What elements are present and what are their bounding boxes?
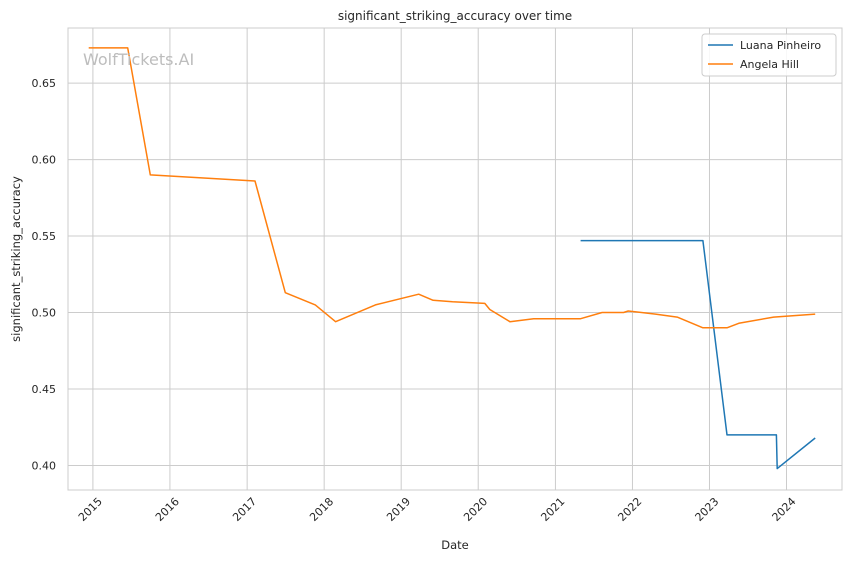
series-lines (88, 47, 816, 470)
x-axis-label: Date (441, 538, 469, 552)
series-line-angela-hill (88, 47, 816, 329)
y-tick-label: 0.40 (32, 460, 57, 473)
watermark: WolfTickets.AI (83, 50, 194, 69)
legend-label-luana-pinheiro: Luana Pinheiro (740, 39, 821, 52)
y-tick-label: 0.50 (32, 307, 57, 320)
y-tick-label: 0.55 (32, 230, 57, 243)
tick-labels: 2015 2016 2017 2018 2019 2020 2021 2022 2023 2024… (32, 77, 799, 524)
y-axis-label: significant_striking_accuracy (9, 176, 23, 342)
legend: Luana Pinheiro Angela Hill (701, 33, 837, 77)
legend-label-angela-hill: Angela Hill (740, 58, 799, 71)
y-tick-label: 0.65 (32, 77, 57, 90)
chart-title: significant_striking_accuracy over time (338, 9, 572, 23)
y-tick-label: 0.60 (32, 154, 57, 167)
y-tick-label: 0.45 (32, 383, 57, 396)
grid (68, 28, 842, 490)
legend-box (701, 33, 837, 77)
series-line-luana-pinheiro (580, 239, 816, 470)
plot-frame (67, 27, 843, 491)
